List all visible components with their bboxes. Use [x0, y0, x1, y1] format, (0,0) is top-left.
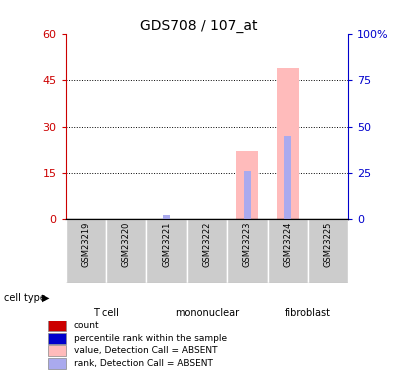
Text: ▶: ▶	[42, 293, 49, 303]
Text: GSM23220: GSM23220	[122, 221, 131, 267]
Text: cell type: cell type	[4, 293, 46, 303]
Bar	[66, 219, 106, 283]
Text: fibroblast: fibroblast	[285, 308, 331, 318]
Text: mononuclear: mononuclear	[175, 308, 239, 318]
Text: GSM23222: GSM23222	[203, 221, 211, 267]
Bar	[308, 219, 348, 283]
Bar	[236, 151, 258, 219]
Bar	[227, 219, 267, 283]
Text: rank, Detection Call = ABSENT: rank, Detection Call = ABSENT	[74, 359, 213, 368]
Text: value, Detection Call = ABSENT: value, Detection Call = ABSENT	[74, 346, 217, 355]
Text: GSM23224: GSM23224	[283, 221, 292, 267]
Text: GDS708 / 107_at: GDS708 / 107_at	[140, 19, 258, 33]
Text: GSM23223: GSM23223	[243, 221, 252, 267]
Bar	[244, 171, 251, 219]
Bar	[106, 219, 146, 283]
Text: GSM23219: GSM23219	[81, 221, 90, 267]
Bar	[48, 345, 66, 356]
Bar	[146, 219, 187, 283]
Text: T cell: T cell	[93, 308, 119, 318]
Bar	[284, 136, 291, 219]
Bar	[267, 219, 308, 283]
Bar	[187, 219, 227, 283]
Bar	[48, 358, 66, 369]
Bar	[48, 320, 66, 331]
Text: count: count	[74, 321, 99, 330]
Text: GSM23225: GSM23225	[324, 221, 333, 267]
Text: GSM23221: GSM23221	[162, 221, 171, 267]
Bar	[163, 215, 170, 219]
Text: percentile rank within the sample: percentile rank within the sample	[74, 334, 227, 343]
Bar	[277, 68, 299, 219]
Bar	[48, 333, 66, 344]
